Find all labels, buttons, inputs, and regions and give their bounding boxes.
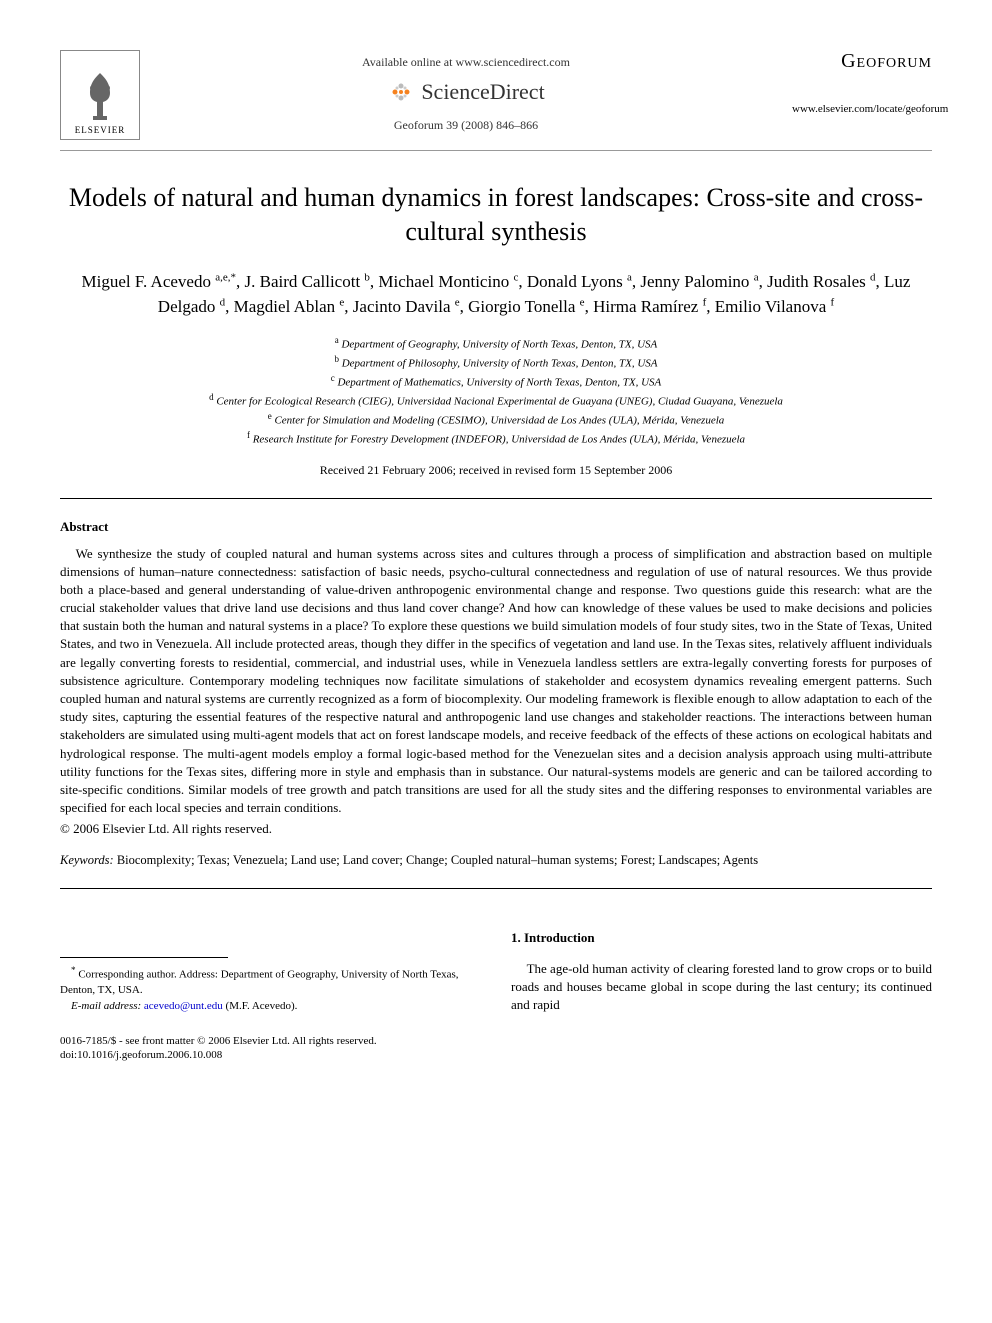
article-title: Models of natural and human dynamics in … bbox=[60, 181, 932, 249]
abstract-block: Abstract We synthesize the study of coup… bbox=[60, 519, 932, 838]
journal-name: Geoforum bbox=[792, 50, 932, 73]
intro-text: The age-old human activity of clearing f… bbox=[511, 960, 932, 1015]
elsevier-logo: ELSEVIER bbox=[60, 50, 140, 140]
corresponding-text: Corresponding author. Address: Departmen… bbox=[60, 969, 459, 996]
footnote-rule bbox=[60, 957, 228, 958]
keywords-text: Biocomplexity; Texas; Venezuela; Land us… bbox=[117, 853, 758, 867]
header-rule bbox=[60, 150, 932, 151]
author-email-link[interactable]: acevedo@unt.edu bbox=[144, 1000, 223, 1012]
email-label: E-mail address: bbox=[71, 1000, 141, 1012]
elsevier-tree-icon bbox=[75, 68, 125, 123]
email-footnote: E-mail address: acevedo@unt.edu (M.F. Ac… bbox=[60, 999, 481, 1014]
email-attribution: (M.F. Acevedo). bbox=[226, 1000, 298, 1012]
center-header: Available online at www.sciencedirect.co… bbox=[140, 50, 792, 133]
sciencedirect-burst-icon bbox=[387, 78, 415, 106]
affiliation-list: a Department of Geography, University of… bbox=[60, 334, 932, 449]
abstract-body: We synthesize the study of coupled natur… bbox=[60, 545, 932, 818]
two-column-body: * Corresponding author. Address: Departm… bbox=[60, 929, 932, 1014]
journal-url: www.elsevier.com/locate/geoforum bbox=[792, 103, 932, 115]
pre-abstract-rule bbox=[60, 498, 932, 499]
available-online-text: Available online at www.sciencedirect.co… bbox=[140, 55, 792, 70]
footer-meta: 0016-7185/$ - see front matter © 2006 El… bbox=[60, 1034, 932, 1063]
elsevier-label: ELSEVIER bbox=[75, 125, 126, 135]
intro-heading: 1. Introduction bbox=[511, 929, 932, 947]
sciencedirect-logo: ScienceDirect bbox=[387, 78, 544, 106]
corresponding-footnote: * Corresponding author. Address: Departm… bbox=[60, 964, 481, 998]
header-row: ELSEVIER Available online at www.science… bbox=[60, 50, 932, 140]
abstract-copyright: © 2006 Elsevier Ltd. All rights reserved… bbox=[60, 821, 932, 837]
journal-citation: Geoforum 39 (2008) 846–866 bbox=[140, 118, 792, 133]
journal-logo-block: Geoforum www.elsevier.com/locate/geoforu… bbox=[792, 50, 932, 115]
sciencedirect-text: ScienceDirect bbox=[421, 79, 544, 105]
author-list: Miguel F. Acevedo a,e,*, J. Baird Callic… bbox=[60, 269, 932, 320]
left-column: * Corresponding author. Address: Departm… bbox=[60, 929, 481, 1014]
front-matter-line: 0016-7185/$ - see front matter © 2006 El… bbox=[60, 1034, 932, 1048]
abstract-heading: Abstract bbox=[60, 519, 932, 535]
article-dates: Received 21 February 2006; received in r… bbox=[60, 463, 932, 478]
post-keywords-rule bbox=[60, 888, 932, 889]
keywords-label: Keywords: bbox=[60, 853, 114, 867]
right-column: 1. Introduction The age-old human activi… bbox=[511, 929, 932, 1014]
doi-line: doi:10.1016/j.geoforum.2006.10.008 bbox=[60, 1048, 932, 1062]
keywords-line: Keywords: Biocomplexity; Texas; Venezuel… bbox=[60, 853, 932, 868]
